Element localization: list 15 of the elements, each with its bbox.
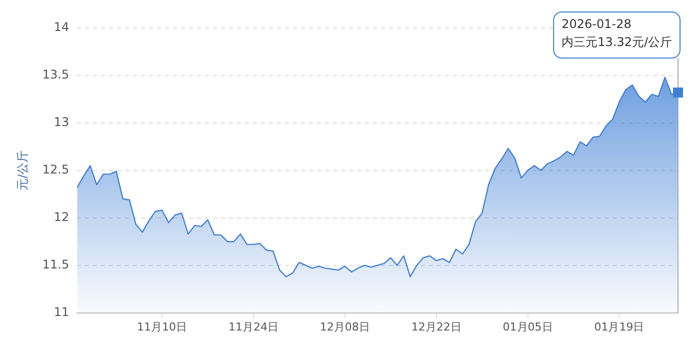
x-tick-label: 12月08日: [320, 320, 370, 334]
x-tick-label: 12月22日: [411, 320, 462, 334]
x-tick-label: 11月24日: [228, 320, 278, 334]
annotation: 2026-01-28 内三元13.32元/公斤: [562, 17, 672, 50]
x-tick-label: 01月05日: [502, 320, 553, 334]
y-tick-label: 12.5: [42, 162, 70, 177]
x-tick-label: 01月19日: [594, 320, 644, 334]
y-tick-label: 13: [54, 115, 70, 130]
x-tick-label: 11月10日: [137, 320, 188, 334]
y-tick-label: 13.5: [42, 68, 70, 82]
y-tick-label: 11.5: [42, 257, 70, 272]
y-axis-title: 元/公斤: [15, 150, 30, 190]
y-tick-label: 11: [54, 304, 70, 319]
y-tick-label: 12: [54, 210, 70, 224]
y-tick-label: 14: [54, 20, 70, 34]
